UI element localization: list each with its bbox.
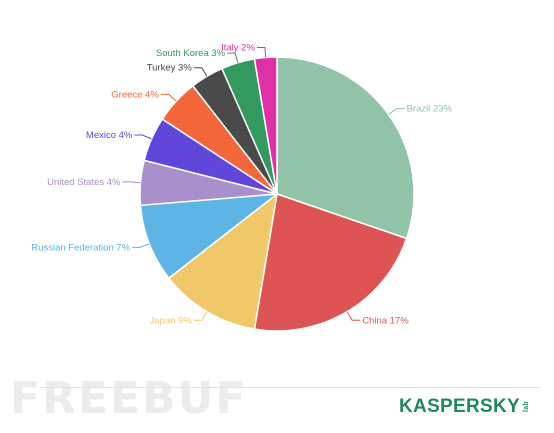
leader-line-united-states-4	[122, 181, 141, 184]
slice-label-turkey-3: Turkey 3%	[147, 63, 193, 74]
leader-line-mexico-4	[134, 134, 152, 140]
slice-label-italy-2: Italy 2%	[221, 43, 255, 54]
pie-slice-russian-federation-7	[139, 193, 280, 280]
slice-label-japan-9: Japan 9%	[150, 315, 193, 326]
brand-name: KASPERSKY	[399, 396, 520, 417]
leader-line-brazil-23	[388, 108, 405, 115]
leader-line-south-korea-3	[227, 52, 239, 63]
slice-label-brazil-23: Brazil 23%	[407, 104, 453, 115]
leader-line-russian-federation-7	[132, 243, 150, 248]
slice-label-russian-federation-7: Russian Federation 7%	[31, 242, 130, 253]
leader-line-china-17	[346, 311, 361, 321]
leader-line-greece-4	[160, 93, 177, 102]
pie-slice-japan-9	[167, 192, 279, 330]
pie-slice-brazil-23	[276, 56, 415, 240]
slice-label-south-korea-3: South Korea 3%	[156, 48, 226, 59]
slice-label-mexico-4: Mexico 4%	[86, 130, 133, 141]
leader-line-japan-9	[193, 311, 208, 321]
leader-line-italy-2	[256, 47, 267, 58]
slice-label-united-states-4: United States 4%	[47, 177, 121, 188]
slice-label-china-17: China 17%	[362, 315, 409, 326]
leader-line-turkey-3	[193, 67, 208, 77]
slice-label-greece-4: Greece 4%	[111, 89, 159, 100]
footer-divider	[40, 387, 540, 388]
brand-logo: KASPERSKY lab	[399, 396, 532, 418]
watermark: FREEBUF	[10, 373, 248, 424]
brand-sub: lab	[522, 401, 530, 413]
